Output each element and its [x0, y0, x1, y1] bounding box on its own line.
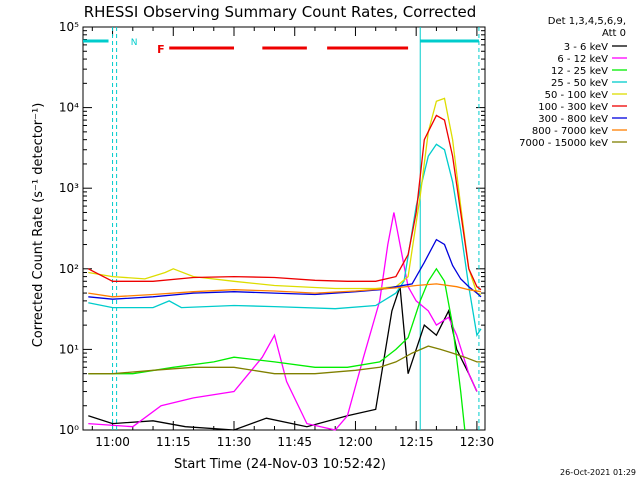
legend-title: Det 1,3,4,5,6,9, — [548, 16, 626, 27]
plot-frame — [82, 26, 486, 431]
legend-entry-label: 12 - 25 keV — [551, 66, 608, 77]
x-tick-label: 11:00 — [95, 435, 130, 449]
y-tick-label: 10³ — [59, 181, 79, 195]
y-tick-label: 10⁵ — [59, 20, 79, 34]
night-flag-label: N — [131, 38, 138, 48]
legend-entry-label: 25 - 50 keV — [551, 78, 608, 89]
x-tick-label: 11:45 — [277, 435, 312, 449]
legend-entry-label: 50 - 100 keV — [545, 90, 609, 101]
series-line-6 — [88, 114, 482, 291]
legend-entry-label: 3 - 6 keV — [564, 42, 608, 53]
chart-title: RHESSI Observing Summary Count Rates, Co… — [84, 3, 477, 21]
series-line-2 — [88, 212, 478, 431]
series-line-9 — [88, 345, 481, 375]
x-axis-label: Start Time (24-Nov-03 10:52:42) — [174, 457, 386, 472]
legend-entry-label: 300 - 800 keV — [538, 114, 608, 125]
y-tick-label: 10² — [59, 262, 79, 276]
y-tick-label: 10⁴ — [59, 101, 79, 115]
series-line-1 — [88, 286, 478, 431]
legend-title: Att 0 — [602, 28, 626, 39]
series-line-3 — [88, 267, 466, 431]
x-tick-label: 12:30 — [460, 435, 495, 449]
x-tick-label: 12:00 — [338, 435, 373, 449]
legend-entry-label: 800 - 7000 keV — [532, 126, 608, 137]
legend-entry-label: 100 - 300 keV — [538, 102, 608, 113]
legend-entry-label: 7000 - 15000 keV — [519, 138, 608, 149]
series-line-7 — [88, 238, 482, 300]
y-tick-label: 10¹ — [59, 342, 79, 356]
x-tick-label: 12:15 — [399, 435, 434, 449]
y-tick-label: 10⁰ — [59, 423, 79, 437]
y-axis-label: Corrected Count Rate (s⁻¹ detector⁻¹) — [31, 103, 46, 348]
x-tick-label: 11:30 — [217, 435, 252, 449]
legend-entry-label: 6 - 12 keV — [557, 54, 608, 65]
timestamp: 26-Oct-2021 01:29 — [560, 468, 636, 477]
x-tick-label: 11:15 — [156, 435, 191, 449]
flare-flag-label: F — [157, 43, 165, 56]
series-line-8 — [88, 283, 482, 298]
plot-area: 10⁰ 10¹ 10² 10³ 10⁴ 10⁵ 11:00 11:15 11:30 11:45 12… — [59, 20, 494, 449]
